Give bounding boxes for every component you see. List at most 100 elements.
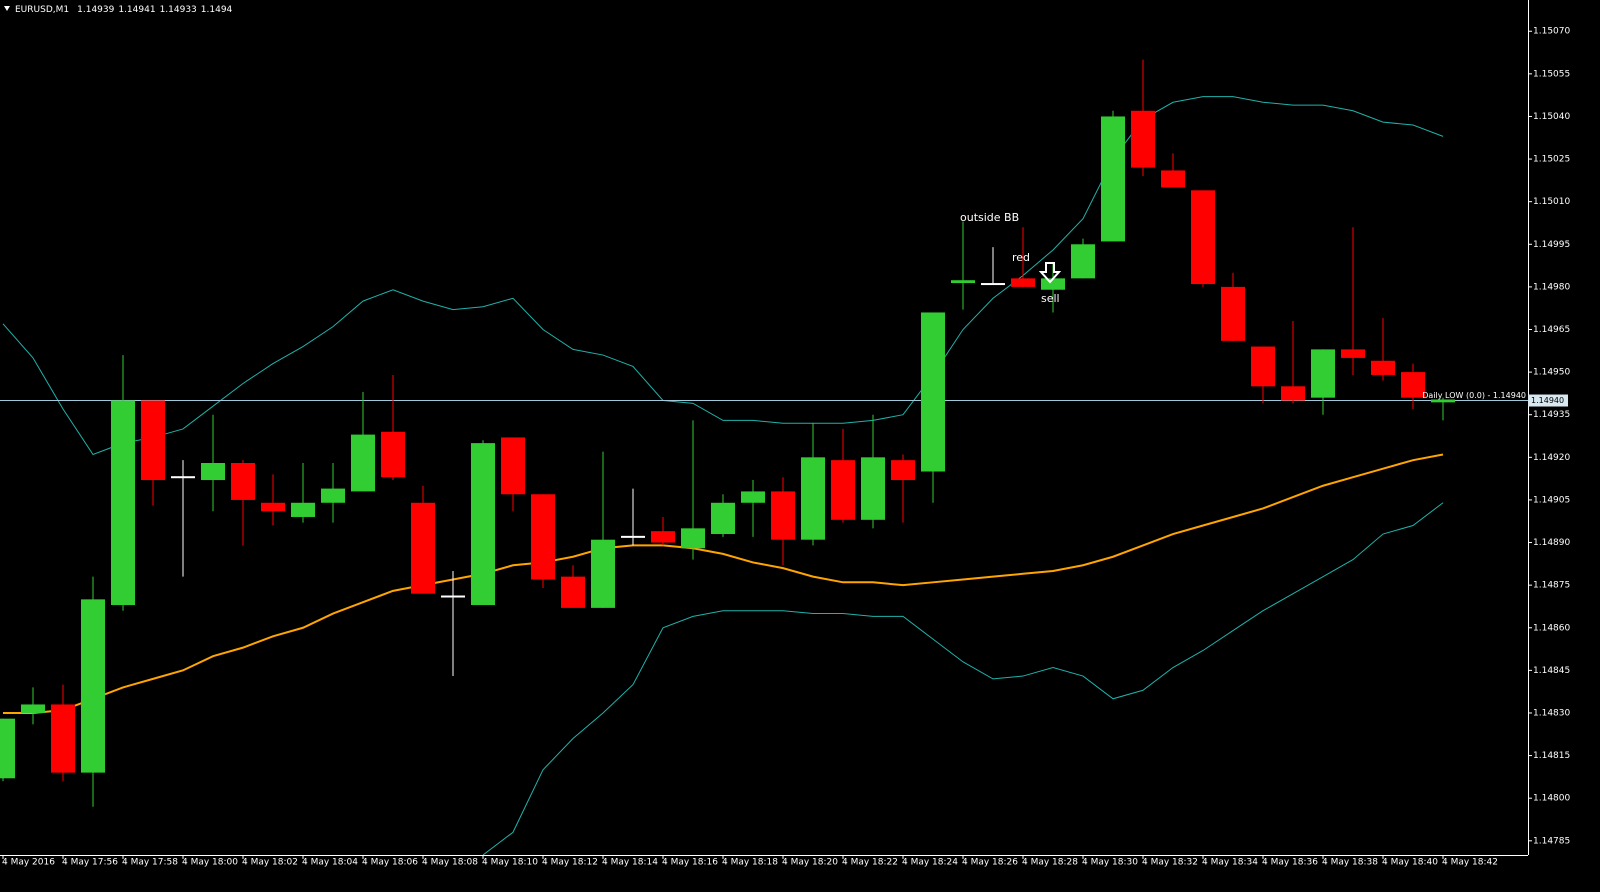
candle-body — [201, 463, 225, 481]
annotation: sell — [1041, 292, 1060, 305]
y-tick-label: 1.15025 — [1533, 155, 1570, 165]
sell-arrow — [1038, 262, 1062, 284]
y-tick-label: 1.15010 — [1533, 197, 1570, 207]
candle-body — [1131, 110, 1155, 168]
y-tick-label: 1.14860 — [1533, 623, 1570, 633]
menu-triangle[interactable] — [4, 6, 10, 11]
price-tag-label: 1.14940 — [1531, 396, 1564, 405]
y-tick-label: 1.14920 — [1533, 453, 1570, 463]
candle-body — [711, 502, 735, 535]
x-tick-label: 4 May 18:40 — [1382, 858, 1438, 868]
candle-body — [681, 528, 705, 549]
header-value: 1.14941 — [118, 5, 155, 15]
candle-body — [51, 704, 75, 773]
x-tick-label: 4 May 18:28 — [1022, 858, 1078, 868]
candle-body — [801, 457, 825, 540]
candle-body — [141, 400, 165, 481]
x-tick-label: 4 May 18:00 — [182, 858, 238, 868]
price-tag — [1528, 394, 1568, 407]
annotation: outside BB — [960, 211, 1019, 224]
candle-body — [261, 502, 285, 512]
candle-body — [0, 718, 15, 779]
candle-body — [111, 400, 135, 606]
y-tick-label: 1.14785 — [1533, 836, 1570, 846]
y-tick-label: 1.14845 — [1533, 666, 1570, 676]
candle-body — [981, 283, 1005, 286]
y-tick-label: 1.15055 — [1533, 69, 1570, 79]
candle-body — [351, 434, 375, 492]
x-tick-label: 4 May 18:32 — [1142, 858, 1198, 868]
candle-body — [1101, 116, 1125, 242]
candle-body — [1371, 360, 1395, 375]
header-value: 1.1494 — [201, 5, 233, 15]
indicator-line — [482, 502, 1444, 855]
candle-body — [621, 535, 645, 538]
candle-body — [381, 431, 405, 478]
candle-body — [1341, 349, 1365, 358]
y-tick-label: 1.14935 — [1533, 410, 1570, 420]
candle-body — [831, 460, 855, 520]
y-tick-label: 1.15040 — [1533, 112, 1570, 122]
x-tick-label: 4 May 18:42 — [1442, 858, 1498, 868]
x-tick-label: 4 May 17:58 — [122, 858, 178, 868]
y-tick-label: 1.14965 — [1533, 325, 1570, 335]
symbol: EURUSD,M1 — [15, 5, 69, 15]
indicator-line — [3, 453, 1444, 714]
candle-body — [501, 437, 525, 495]
candle-body — [471, 443, 495, 606]
y-tick-label: 1.14800 — [1533, 794, 1570, 804]
x-tick-label: 4 May 18:18 — [722, 858, 778, 868]
x-tick-label: 4 May 18:30 — [1082, 858, 1138, 868]
x-tick-label: 4 May 18:14 — [602, 858, 658, 868]
plot-area — [0, 59, 1528, 855]
y-tick-label: 1.14905 — [1533, 495, 1570, 505]
candle-body — [1281, 386, 1305, 401]
candle-body — [1431, 399, 1455, 403]
candle-body — [291, 502, 315, 517]
y-tick-label: 1.14980 — [1533, 282, 1570, 292]
x-tick-label: 4 May 18:22 — [842, 858, 898, 868]
x-tick-label: 4 May 18:10 — [482, 858, 538, 868]
candle-body — [921, 312, 945, 472]
candle-body — [771, 491, 795, 540]
y-tick-label: 1.14815 — [1533, 751, 1570, 761]
candle-body — [1311, 349, 1335, 398]
candle-body — [561, 576, 585, 608]
candle-body — [591, 539, 615, 608]
x-tick-label: 4 May 18:36 — [1262, 858, 1318, 868]
candle-body — [1011, 278, 1035, 287]
candle-body — [531, 494, 555, 580]
chart-header: EURUSD,M1 1.14939 1.14941 1.14933 1.1494 — [15, 5, 233, 15]
candle-body — [441, 595, 465, 598]
x-tick-label: 4 May 18:24 — [902, 858, 958, 868]
candle-body — [171, 476, 195, 479]
y-tick-label: 1.14890 — [1533, 538, 1570, 548]
header-value: 1.14933 — [160, 5, 197, 15]
x-tick-label: 4 May 2016 — [2, 858, 55, 868]
y-tick-label: 1.14830 — [1533, 708, 1570, 718]
indicator-line — [2, 96, 1444, 456]
candle-body — [741, 491, 765, 503]
x-tick-label: 4 May 18:12 — [542, 858, 598, 868]
x-tick-label: 4 May 17:56 — [62, 858, 118, 868]
x-tick-label: 4 May 18:06 — [362, 858, 418, 868]
candle-body — [231, 463, 255, 500]
x-tick-label: 4 May 18:20 — [782, 858, 838, 868]
candle-body — [891, 460, 915, 481]
daily-low-label: Daily LOW (0.0) - 1.14940 — [1422, 391, 1526, 400]
annotation: red — [1012, 251, 1030, 264]
candle-body — [1251, 346, 1275, 387]
candle-body — [21, 704, 45, 713]
candle-body — [411, 502, 435, 594]
y-tick-label: 1.14995 — [1533, 240, 1570, 250]
candle-body — [1401, 372, 1425, 398]
y-tick-label: 1.14950 — [1533, 368, 1570, 378]
candle-body — [1071, 244, 1095, 279]
x-tick-label: 4 May 18:26 — [962, 858, 1018, 868]
candle-body — [321, 488, 345, 503]
x-tick-label: 4 May 18:04 — [302, 858, 358, 868]
x-tick-label: 4 May 18:08 — [422, 858, 478, 868]
